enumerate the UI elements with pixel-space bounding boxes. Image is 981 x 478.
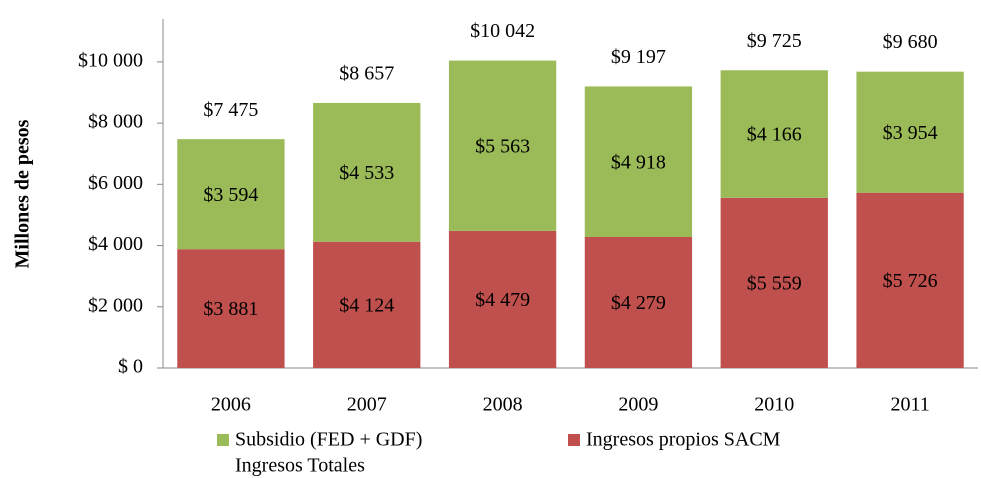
bar-segment [177,249,285,368]
y-tick-label: $10 000 [78,49,143,71]
data-label: $4 166 [747,124,802,146]
data-label: $4 124 [339,294,394,316]
legend-label: Subsidio (FED + GDF) [235,429,422,451]
total-label: $9 680 [883,31,938,53]
bar-segment [856,71,964,193]
total-label: $8 657 [339,63,394,85]
y-tick-label: $2 000 [88,294,143,316]
bar-segment [448,60,557,231]
bar-segment [448,230,557,368]
bar-segment [313,241,421,368]
legend-swatch [568,434,580,446]
y-axis-label: Millones de pesos [12,119,34,268]
legend-label: Ingresos Totales [235,455,365,477]
y-tick-label: $ 0 [118,356,143,378]
data-label: $4 533 [339,162,394,184]
total-label: $10 042 [470,20,535,42]
bar-segment [720,70,828,198]
data-label: $5 726 [883,270,938,292]
total-label: $7 475 [203,99,258,121]
x-tick-label: 2010 [754,394,794,416]
y-tick-label: $6 000 [88,172,143,194]
x-tick-label: 2007 [347,394,387,416]
legend-swatch [217,434,229,446]
x-tick-label: 2011 [890,394,929,416]
bar-segment [313,102,421,242]
bar-segment [584,86,693,238]
y-tick-label: $4 000 [88,233,143,255]
bar-segment [177,139,285,250]
x-tick-label: 2006 [211,394,251,416]
data-label: $3 954 [883,122,938,144]
data-label: $3 594 [203,184,258,206]
x-tick-label: 2009 [618,394,658,416]
bar-segment [856,192,964,368]
bar-segment [720,197,828,368]
x-tick-label: 2008 [483,394,523,416]
data-label: $4 918 [611,151,666,173]
data-label: $4 479 [475,289,530,311]
bar-segment [584,237,693,368]
data-label: $5 563 [475,135,530,157]
legend-label: Ingresos propios SACM [586,429,781,451]
y-tick-label: $8 000 [88,111,143,133]
total-label: $9 197 [611,46,666,68]
data-label: $4 279 [611,292,666,314]
total-label: $9 725 [747,30,802,52]
data-label: $3 881 [203,298,258,320]
data-label: $5 559 [747,273,802,295]
